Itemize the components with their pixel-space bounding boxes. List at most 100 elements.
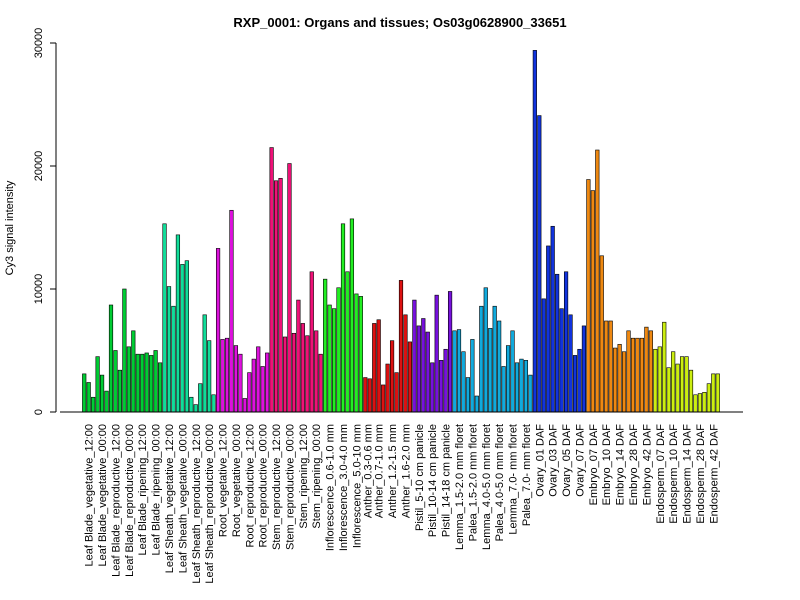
x-tick-label: Stem_reproductive_12:00 [271,424,283,550]
bar [202,314,207,413]
bar [501,366,506,413]
bar [126,346,131,413]
bar [135,353,140,413]
x-tick-labels: Leaf Blade_vegetative_12:00 Leaf Blade_ve… [84,424,721,584]
bar [367,378,372,413]
bar [117,369,123,413]
bar [385,363,390,413]
bar [684,356,689,413]
x-tick-label: Root_vegetative_12:00 [218,424,230,537]
bar [555,273,560,413]
x-tick-label: Pistil_14-18 cm panicle [441,424,453,537]
bar [269,147,274,413]
bar [345,271,350,413]
bar [171,305,176,413]
bar [697,393,703,413]
bar [354,293,359,413]
bar [247,372,252,413]
bar [662,321,667,413]
bar [104,390,109,413]
x-tick-label: Inflorescence_0.6-1.0 mm [325,424,337,551]
bar [144,352,149,413]
bar [470,339,475,413]
bar [407,341,413,413]
bar [452,330,457,413]
x-tick-label: Anther_1.6-2.0 mm [400,424,412,518]
x-tick-label: Root_reproductive_00:00 [258,424,270,548]
x-tick-label: Leaf Sheath_reproductive_12:00 [191,424,203,584]
bar [519,358,524,413]
bar [233,345,239,413]
x-tick-label: Ovary_05 DAF [561,424,573,497]
bar [590,190,595,413]
bar [340,223,346,413]
bar [278,178,283,413]
bar [711,373,716,413]
bar [715,373,720,413]
bar [505,345,511,413]
bar [706,383,711,413]
bar [430,362,435,413]
bar [108,304,114,413]
bar [514,362,520,413]
bar [644,326,649,413]
bar [581,325,587,413]
bar [189,396,194,413]
bar [572,355,578,413]
bar [198,383,203,413]
bar [394,372,399,413]
bar [604,320,609,413]
x-tick-label: Pistil_5-10 cm panicle [414,424,426,531]
x-tick-label: Endosperm_07 DAF [655,424,667,524]
y-tick-label: 0 [33,409,45,415]
bar [483,287,488,413]
bar [675,363,680,413]
x-tick-label: Ovary_01 DAF [534,424,546,497]
x-tick-label: Stem_reproductive_00:00 [284,424,296,550]
bar [447,291,453,413]
bar [251,358,256,413]
bar [416,325,421,413]
bar [702,392,707,413]
bar [184,260,189,413]
x-tick-label: Leaf Blade_ripening_00:00 [151,424,163,556]
x-tick-label: Ovary_03 DAF [548,424,560,497]
bar [238,353,243,413]
bar [537,115,542,413]
bar [318,353,323,413]
x-tick-label: Anther_0.3-0.6 mm [363,424,375,518]
bar [568,314,573,413]
x-tick-label: Anther_0.7-1.0 mm [374,424,386,518]
bar [95,356,100,413]
bar [180,264,185,413]
bar [599,255,604,413]
bar [510,330,515,413]
bar [389,340,395,413]
bar [532,50,537,413]
bar [479,305,484,413]
x-tick-label: Leaf Sheath_vegetative_12:00 [164,424,176,573]
x-tick-label: Lemma_4.0-5.0 mm floret [481,424,493,550]
bar [639,337,645,413]
bar [613,347,618,413]
bar [305,335,310,413]
bar [679,356,685,413]
bar [626,330,631,413]
bar [99,374,105,413]
bar [140,353,145,413]
bar [456,329,462,413]
x-tick-label: Stem_ripening_00:00 [311,424,323,529]
bar [546,245,551,413]
x-tick-label: Leaf Sheath_vegetative_00:00 [177,424,189,573]
bar [434,294,439,413]
y-axis: 0 10000 20000 30000 [33,28,57,415]
x-tick-label: Leaf Blade_vegetative_12:00 [84,424,96,567]
x-tick-label: Endosperm_42 DAF [708,424,720,524]
bar [224,337,230,413]
bar [541,298,546,413]
y-tick-label: 30000 [33,28,45,59]
x-tick-label: Leaf Blade_vegetative_00:00 [97,424,109,567]
bar [398,280,404,413]
x-tick-label: Embryo_42 DAF [641,424,653,506]
bar [577,348,582,413]
